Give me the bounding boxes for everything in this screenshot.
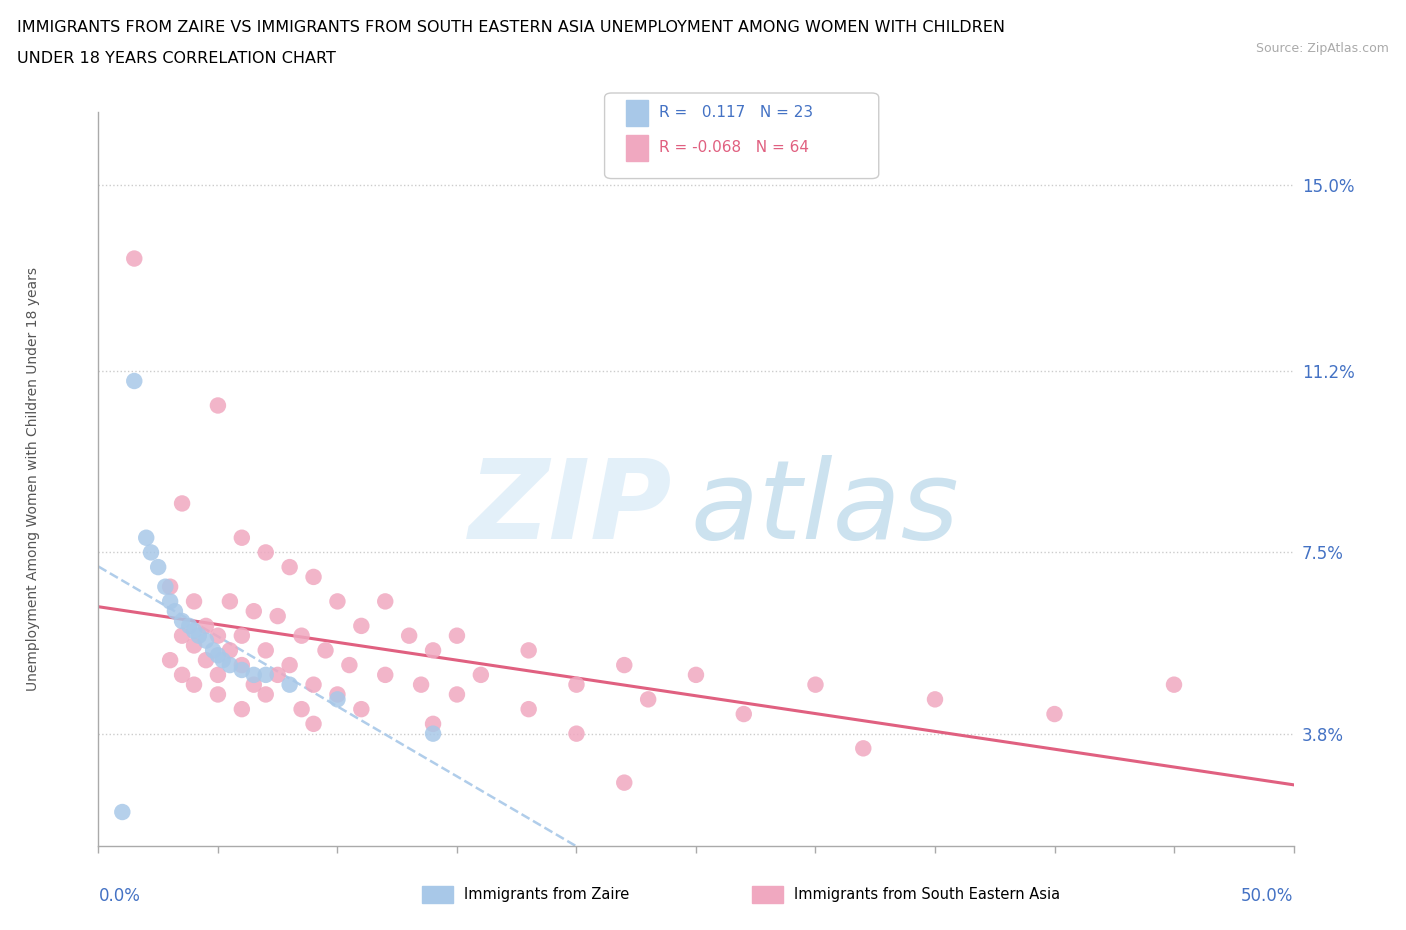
Point bbox=[243, 677, 266, 692]
Point bbox=[326, 692, 349, 707]
Point bbox=[924, 692, 946, 707]
Point bbox=[195, 633, 218, 648]
Point bbox=[163, 604, 186, 618]
Point bbox=[446, 629, 468, 644]
Point bbox=[219, 643, 242, 658]
Point bbox=[852, 741, 875, 756]
Text: atlas: atlas bbox=[690, 455, 959, 562]
Point bbox=[685, 668, 707, 683]
Point bbox=[613, 658, 636, 672]
Text: Immigrants from Zaire: Immigrants from Zaire bbox=[464, 887, 630, 902]
Point bbox=[637, 692, 659, 707]
Point bbox=[411, 677, 433, 692]
Point bbox=[422, 643, 444, 658]
Point bbox=[172, 668, 194, 683]
Point bbox=[302, 569, 325, 584]
Point bbox=[422, 716, 444, 731]
Text: IMMIGRANTS FROM ZAIRE VS IMMIGRANTS FROM SOUTH EASTERN ASIA UNEMPLOYMENT AMONG W: IMMIGRANTS FROM ZAIRE VS IMMIGRANTS FROM… bbox=[17, 20, 1005, 35]
Point bbox=[219, 594, 242, 609]
Point bbox=[517, 643, 540, 658]
Point bbox=[326, 594, 349, 609]
Point bbox=[183, 594, 205, 609]
Point bbox=[733, 707, 755, 722]
Point bbox=[339, 658, 361, 672]
Point bbox=[231, 662, 253, 677]
Point bbox=[565, 726, 588, 741]
Text: 0.0%: 0.0% bbox=[98, 886, 141, 905]
Point bbox=[243, 604, 266, 618]
Point bbox=[207, 398, 229, 413]
Point bbox=[155, 579, 177, 594]
Point bbox=[278, 658, 301, 672]
Point bbox=[231, 629, 253, 644]
Point bbox=[1043, 707, 1066, 722]
Point bbox=[219, 658, 242, 672]
Point bbox=[315, 643, 337, 658]
Point bbox=[470, 668, 492, 683]
Point bbox=[291, 702, 314, 717]
Point bbox=[254, 643, 277, 658]
Point bbox=[172, 629, 194, 644]
Point bbox=[231, 702, 253, 717]
Point bbox=[159, 594, 181, 609]
Point bbox=[446, 687, 468, 702]
Point bbox=[302, 677, 325, 692]
Point bbox=[1163, 677, 1185, 692]
Point bbox=[207, 668, 229, 683]
Point bbox=[207, 629, 229, 644]
Point bbox=[278, 560, 301, 575]
Point bbox=[254, 687, 277, 702]
Point bbox=[254, 668, 277, 683]
Text: R = -0.068   N = 64: R = -0.068 N = 64 bbox=[659, 140, 810, 155]
Point bbox=[187, 629, 209, 644]
Point bbox=[374, 594, 396, 609]
Point bbox=[422, 726, 444, 741]
Point bbox=[211, 653, 233, 668]
Point bbox=[111, 804, 134, 819]
Point bbox=[183, 638, 205, 653]
Point bbox=[291, 629, 314, 644]
Text: Unemployment Among Women with Children Under 18 years: Unemployment Among Women with Children U… bbox=[25, 267, 39, 691]
Text: R =   0.117   N = 23: R = 0.117 N = 23 bbox=[659, 105, 814, 120]
Text: Immigrants from South Eastern Asia: Immigrants from South Eastern Asia bbox=[794, 887, 1060, 902]
Point bbox=[398, 629, 420, 644]
Point bbox=[302, 716, 325, 731]
Text: 50.0%: 50.0% bbox=[1241, 886, 1294, 905]
Point bbox=[172, 614, 194, 629]
Point bbox=[207, 687, 229, 702]
Point bbox=[350, 702, 373, 717]
Text: UNDER 18 YEARS CORRELATION CHART: UNDER 18 YEARS CORRELATION CHART bbox=[17, 51, 336, 66]
Point bbox=[350, 618, 373, 633]
Point bbox=[326, 687, 349, 702]
Point bbox=[231, 658, 253, 672]
Point bbox=[135, 530, 157, 545]
Point bbox=[124, 374, 146, 389]
Point bbox=[254, 545, 277, 560]
Point bbox=[183, 677, 205, 692]
Point bbox=[148, 560, 170, 575]
Text: ZIP: ZIP bbox=[468, 455, 672, 562]
Point bbox=[278, 677, 301, 692]
Point bbox=[195, 653, 218, 668]
Point bbox=[139, 545, 162, 560]
Point bbox=[613, 776, 636, 790]
Text: Source: ZipAtlas.com: Source: ZipAtlas.com bbox=[1256, 42, 1389, 55]
Point bbox=[207, 648, 229, 663]
Point bbox=[159, 653, 181, 668]
Point bbox=[183, 623, 205, 638]
Point bbox=[804, 677, 827, 692]
Point bbox=[243, 668, 266, 683]
Point bbox=[374, 668, 396, 683]
Point bbox=[172, 496, 194, 511]
Point bbox=[267, 668, 290, 683]
Point bbox=[159, 579, 181, 594]
Point bbox=[267, 608, 290, 623]
Point bbox=[231, 530, 253, 545]
Point bbox=[124, 251, 146, 266]
Point bbox=[517, 702, 540, 717]
Point bbox=[195, 618, 218, 633]
Point bbox=[565, 677, 588, 692]
Point bbox=[202, 643, 225, 658]
Point bbox=[179, 618, 201, 633]
